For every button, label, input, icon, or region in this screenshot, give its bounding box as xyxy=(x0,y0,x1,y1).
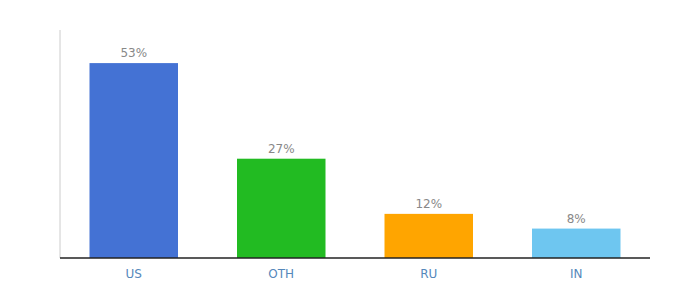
data-label: 12% xyxy=(415,197,442,211)
y-axis-line xyxy=(60,30,61,258)
bar xyxy=(532,229,621,258)
chart: 53% 27% 12% 8% US OTH RU IN xyxy=(0,0,680,300)
x-tick-label: IN xyxy=(570,267,583,281)
x-tick-label: US xyxy=(126,267,142,281)
chart-container: 53% 27% 12% 8% US OTH RU IN xyxy=(0,0,680,300)
data-label: 53% xyxy=(120,46,147,60)
bar xyxy=(385,214,474,258)
bar xyxy=(90,63,179,258)
bars xyxy=(90,63,621,258)
x-tick-label: OTH xyxy=(268,267,294,281)
data-label: 27% xyxy=(268,142,295,156)
data-label: 8% xyxy=(567,212,586,226)
x-tick-label: RU xyxy=(420,267,437,281)
bar xyxy=(237,159,326,258)
x-axis-line xyxy=(60,257,650,259)
